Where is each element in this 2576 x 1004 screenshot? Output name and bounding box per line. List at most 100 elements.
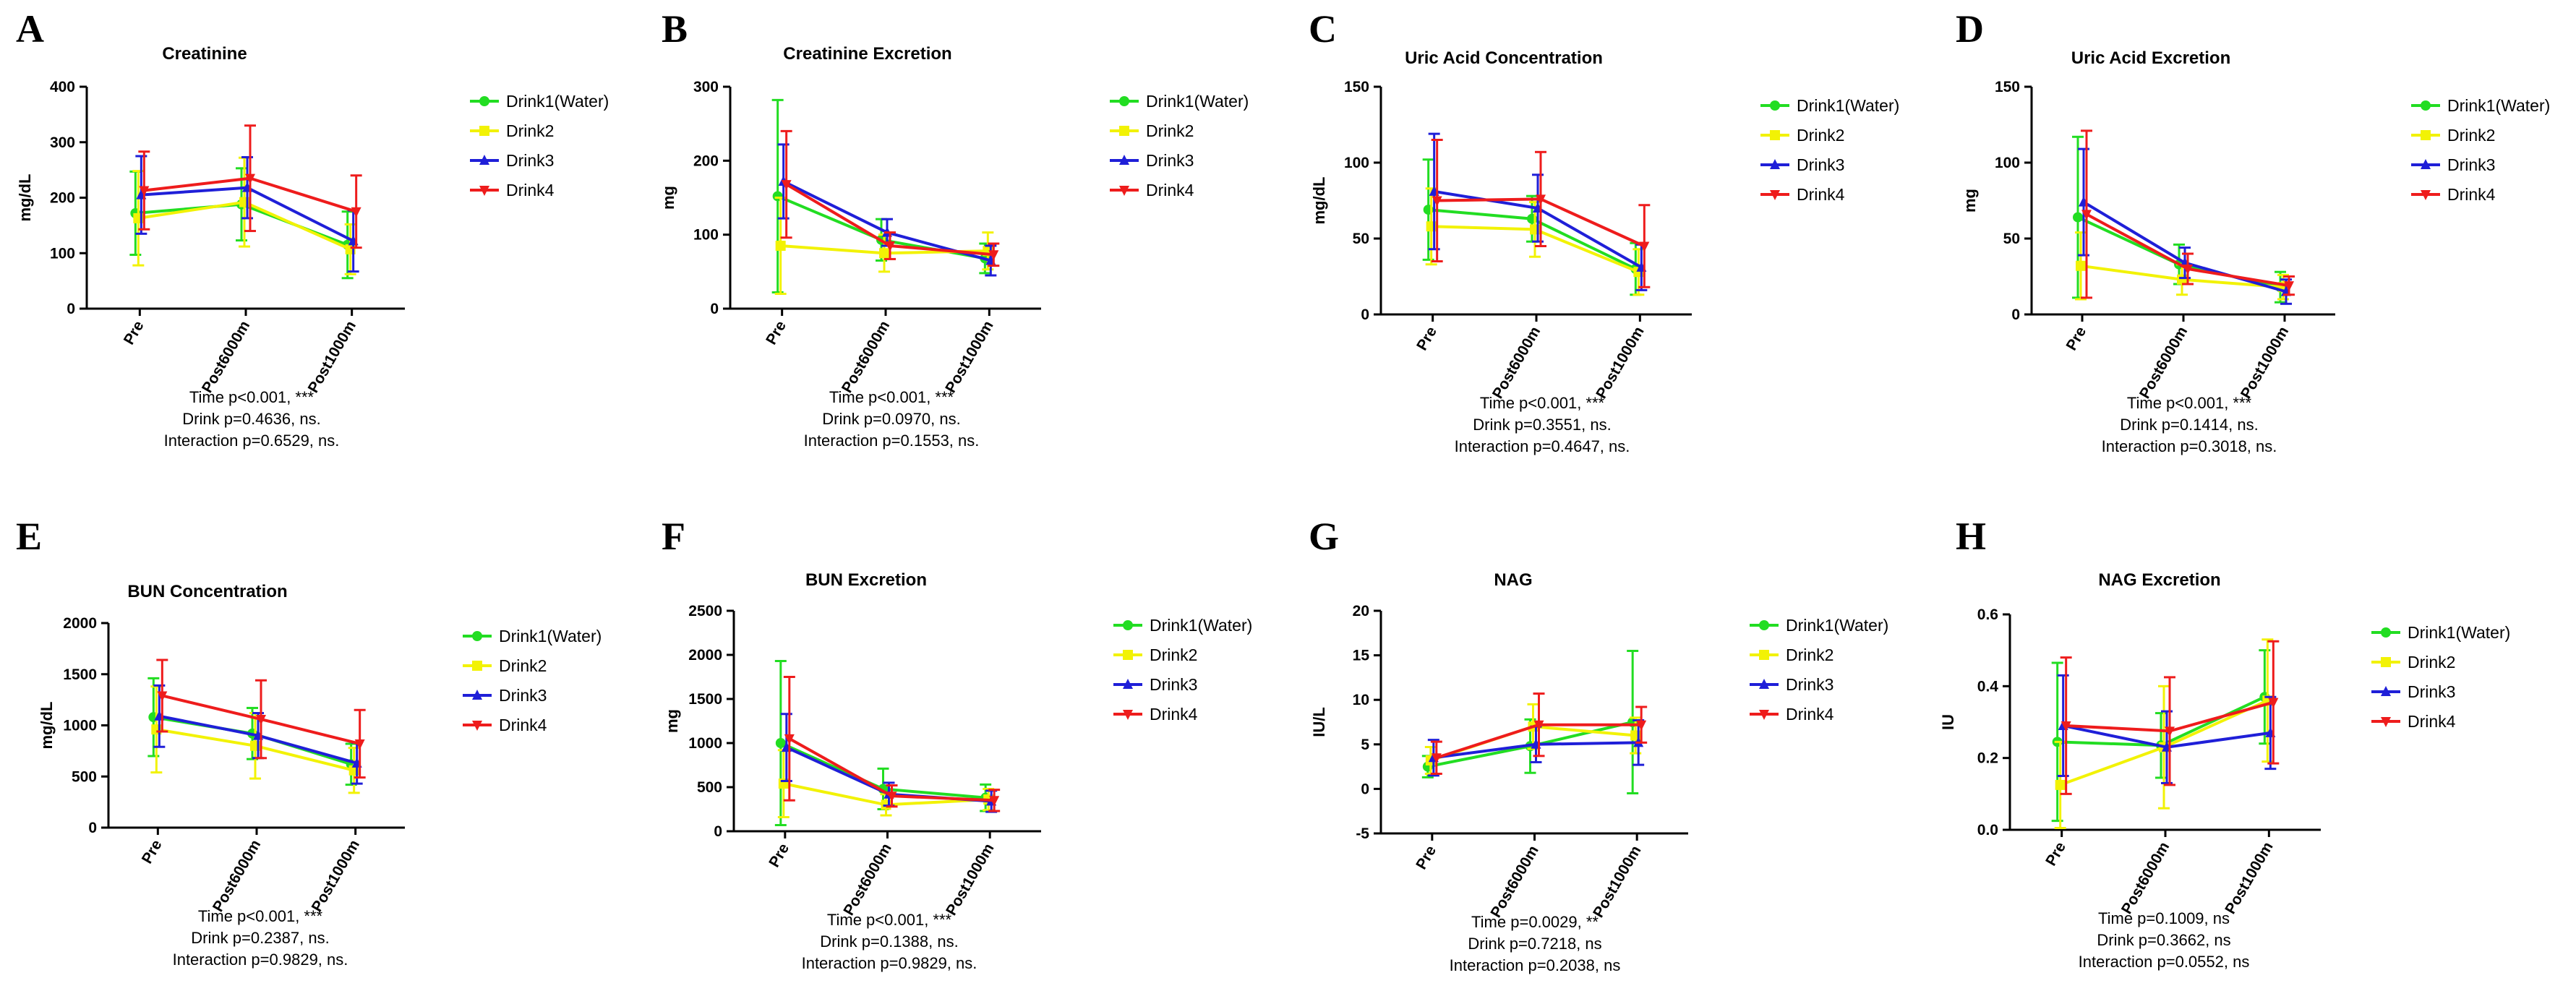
legend-label: Drink3 — [1786, 675, 1833, 694]
y-tick-label: 0 — [2011, 306, 2020, 323]
series-4-d — [2081, 129, 2295, 299]
legend-label: Drink3 — [1797, 155, 1844, 174]
x-tick-label: Post1000m — [2238, 324, 2292, 402]
y-tick-label: 0 — [1361, 306, 1369, 323]
stat-line: Interaction p=0.6529, ns. — [164, 432, 340, 450]
legend-label: Drink1(Water) — [2447, 96, 2550, 115]
chart-title-f: BUN Excretion — [805, 570, 927, 590]
x-tick-label: Post6000m — [1489, 324, 1544, 402]
series-4-c — [1431, 139, 1651, 288]
y-tick-label: 400 — [50, 79, 75, 95]
data-point — [2076, 260, 2086, 271]
legend-label: Drink2 — [1150, 645, 1197, 664]
legend-label: Drink2 — [2447, 126, 2495, 145]
x-tick-label: Pre — [1413, 843, 1439, 872]
y-tick-label: 0.2 — [1977, 750, 1998, 767]
x-tick-label: Post6000m — [199, 318, 253, 396]
legend-label: Drink4 — [1150, 705, 1198, 724]
stat-line: Drink p=0.2387, ns. — [191, 929, 329, 947]
series-4-e — [156, 658, 366, 779]
x-tick-label: Post6000m — [840, 841, 894, 919]
legend-label: Drink3 — [2447, 155, 2495, 174]
y-tick-label: 0 — [1361, 781, 1369, 797]
legend-swatch-marker — [1770, 190, 1780, 200]
data-point — [775, 241, 786, 252]
legend-swatch-marker — [472, 631, 482, 641]
legend-swatch-marker — [1119, 155, 1129, 165]
legend-g: Drink1(Water) Drink2 Drink3 Drink4 — [1750, 616, 1888, 724]
data-point — [139, 186, 150, 197]
stat-line: Drink p=0.7218, ns — [1468, 935, 1601, 953]
stat-line: Time p<0.001, *** — [1480, 394, 1605, 412]
stat-line: Drink p=0.1388, ns. — [820, 932, 958, 951]
x-tick-label: Post6000m — [2136, 324, 2191, 402]
stat-line: Time p<0.001, *** — [189, 388, 314, 406]
chart-title-a: Creatinine — [162, 44, 247, 64]
legend-swatch-marker — [2381, 717, 2391, 727]
chart-panel-b: B Creatinine Excretion 0 100 200 300 Pre Post60… — [659, 7, 1249, 450]
legend-label: Drink4 — [2408, 712, 2456, 731]
data-point — [351, 207, 361, 218]
y-axis-label-d: mg — [1961, 189, 1979, 213]
stat-line: Drink p=0.1414, ns. — [2120, 416, 2258, 434]
legend-swatch-marker — [472, 721, 482, 731]
legend-label: Drink1(Water) — [1797, 96, 1899, 115]
chart-panel-e: E BUN Concentration 0 500 1000 1500 2000 Pre Pos… — [16, 515, 602, 969]
y-tick-label: 0 — [88, 820, 97, 836]
legend-label: Drink4 — [1146, 181, 1194, 199]
chart-title-c: Uric Acid Concentration — [1405, 48, 1603, 68]
data-point — [157, 691, 168, 702]
y-tick-label: 2500 — [688, 603, 722, 619]
x-tick-label: Post6000m — [210, 837, 264, 915]
stat-line: Time p<0.001, *** — [829, 388, 954, 406]
legend-swatch-marker — [2421, 190, 2431, 200]
chart-title-g: NAG — [1494, 570, 1532, 590]
series-4-b — [780, 129, 1000, 267]
y-tick-label: 1000 — [688, 735, 722, 752]
series-2-a — [132, 156, 356, 275]
x-tick-label: Pre — [139, 837, 166, 867]
legend-label: Drink3 — [2408, 682, 2455, 701]
y-axis-label-b: mg — [659, 186, 677, 210]
data-point — [1636, 720, 1647, 731]
legend-label: Drink2 — [499, 656, 547, 675]
stat-line: Drink p=0.3551, ns. — [1473, 416, 1611, 434]
stat-line: Time p<0.001, *** — [2127, 394, 2252, 412]
legend-swatch-marker — [1759, 620, 1769, 630]
legend-swatch-marker — [1123, 650, 1133, 660]
legend-swatch-marker — [1119, 186, 1129, 196]
y-axis-label-c: mg/dL — [1310, 177, 1328, 225]
series-4-g — [1430, 692, 1648, 775]
y-tick-label: 200 — [50, 190, 75, 207]
chart-panel-f: F BUN Excretion 0 500 1000 1500 2000 2500 Pre Pos… — [662, 515, 1252, 972]
stat-line: Interaction p=0.0552, ns — [2079, 953, 2250, 971]
series-3-c — [1428, 132, 1648, 291]
x-tick-label: Pre — [763, 318, 790, 348]
data-point — [245, 173, 255, 184]
y-tick-label: 50 — [2003, 231, 2020, 247]
legend-label: Drink3 — [1146, 151, 1194, 170]
data-point — [354, 739, 365, 750]
legend-label: Drink1(Water) — [1786, 616, 1888, 635]
legend-d: Drink1(Water) Drink2 Drink3 Drink4 — [2411, 96, 2550, 204]
x-tick-label: Pre — [1413, 324, 1440, 353]
y-tick-label: 0.4 — [1977, 678, 1999, 695]
legend-swatch-marker — [1759, 679, 1769, 689]
x-tick-label: Post1000m — [309, 837, 363, 915]
data-point — [781, 180, 792, 191]
y-tick-label: 500 — [697, 779, 722, 796]
x-tick-label: Pre — [766, 841, 792, 870]
y-axis-label-f: mg — [663, 709, 681, 733]
legend-swatch-marker — [479, 186, 489, 196]
stat-line: Drink p=0.4636, ns. — [182, 410, 320, 428]
panel-letter-g: G — [1309, 515, 1339, 558]
data-point — [2284, 281, 2294, 292]
chart-panel-c: C Uric Acid Concentration 0 50 100 150 Pre Post… — [1309, 7, 1899, 455]
chart-panel-a: A Creatinine 0 100 200 300 400 Pre Post6000m Post… — [16, 7, 609, 450]
legend-label: Drink3 — [506, 151, 554, 170]
chart-title-h: NAG Excretion — [2098, 570, 2220, 590]
y-tick-label: 2000 — [688, 647, 722, 664]
legend-c: Drink1(Water) Drink2 Drink3 Drink4 — [1760, 96, 1899, 204]
legend-swatch-marker — [1119, 126, 1129, 136]
y-axis-label-e: mg/dL — [38, 702, 56, 750]
